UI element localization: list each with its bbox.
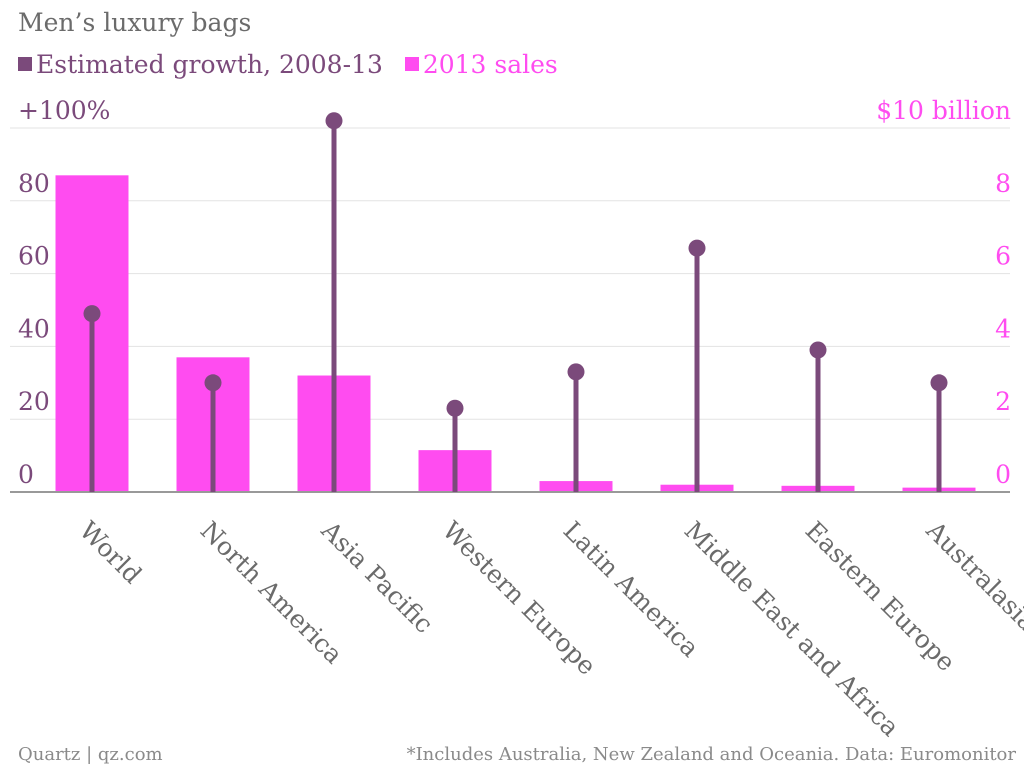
legend: Estimated growth, 2008-13 2013 sales <box>18 48 572 79</box>
category-label: Middle East and Africa <box>679 516 905 742</box>
lollipop-dot-growth <box>930 374 948 392</box>
source-credit: Quartz | qz.com <box>18 744 163 765</box>
lollipop-dot-growth <box>809 341 827 359</box>
y-right-tick-label: 6 <box>995 242 1011 271</box>
lollipop-dot-growth <box>688 239 706 257</box>
legend-item-sales: 2013 sales <box>404 49 558 79</box>
y-left-tick-label: 0 <box>18 460 34 489</box>
y-left-tick-label: 80 <box>18 169 50 198</box>
category-label: Asia Pacific <box>315 515 439 639</box>
y-right-tick-label: 4 <box>995 314 1011 343</box>
legend-swatch-growth <box>18 57 32 71</box>
category-label: Australasia* <box>920 515 1024 646</box>
y-right-tick-label: 2 <box>995 387 1011 416</box>
y-right-tick-label: $10 billion <box>876 96 1011 125</box>
legend-label-growth: Estimated growth, 2008-13 <box>36 49 383 79</box>
footnote: *Includes Australia, New Zealand and Oce… <box>406 744 1016 765</box>
category-label: World <box>74 516 148 590</box>
y-left-tick-label: 40 <box>18 314 50 343</box>
legend-item-growth: Estimated growth, 2008-13 <box>18 50 383 79</box>
y-left-tick-label: +100% <box>18 96 110 125</box>
lollipop-dot-growth <box>325 112 343 130</box>
legend-swatch-sales <box>404 57 419 71</box>
y-left-tick-label: 20 <box>18 387 50 416</box>
y-right-tick-label: 0 <box>995 460 1011 489</box>
y-left-tick-label: 60 <box>18 242 50 271</box>
lollipop-dot-growth <box>204 374 222 392</box>
lollipop-dot-growth <box>567 363 585 381</box>
legend-label-sales: 2013 sales <box>422 49 558 79</box>
y-right-tick-label: 8 <box>995 169 1011 198</box>
chart-title: Men’s luxury bags <box>18 8 252 37</box>
lollipop-dot-growth <box>446 399 464 417</box>
lollipop-dot-growth <box>83 305 101 323</box>
